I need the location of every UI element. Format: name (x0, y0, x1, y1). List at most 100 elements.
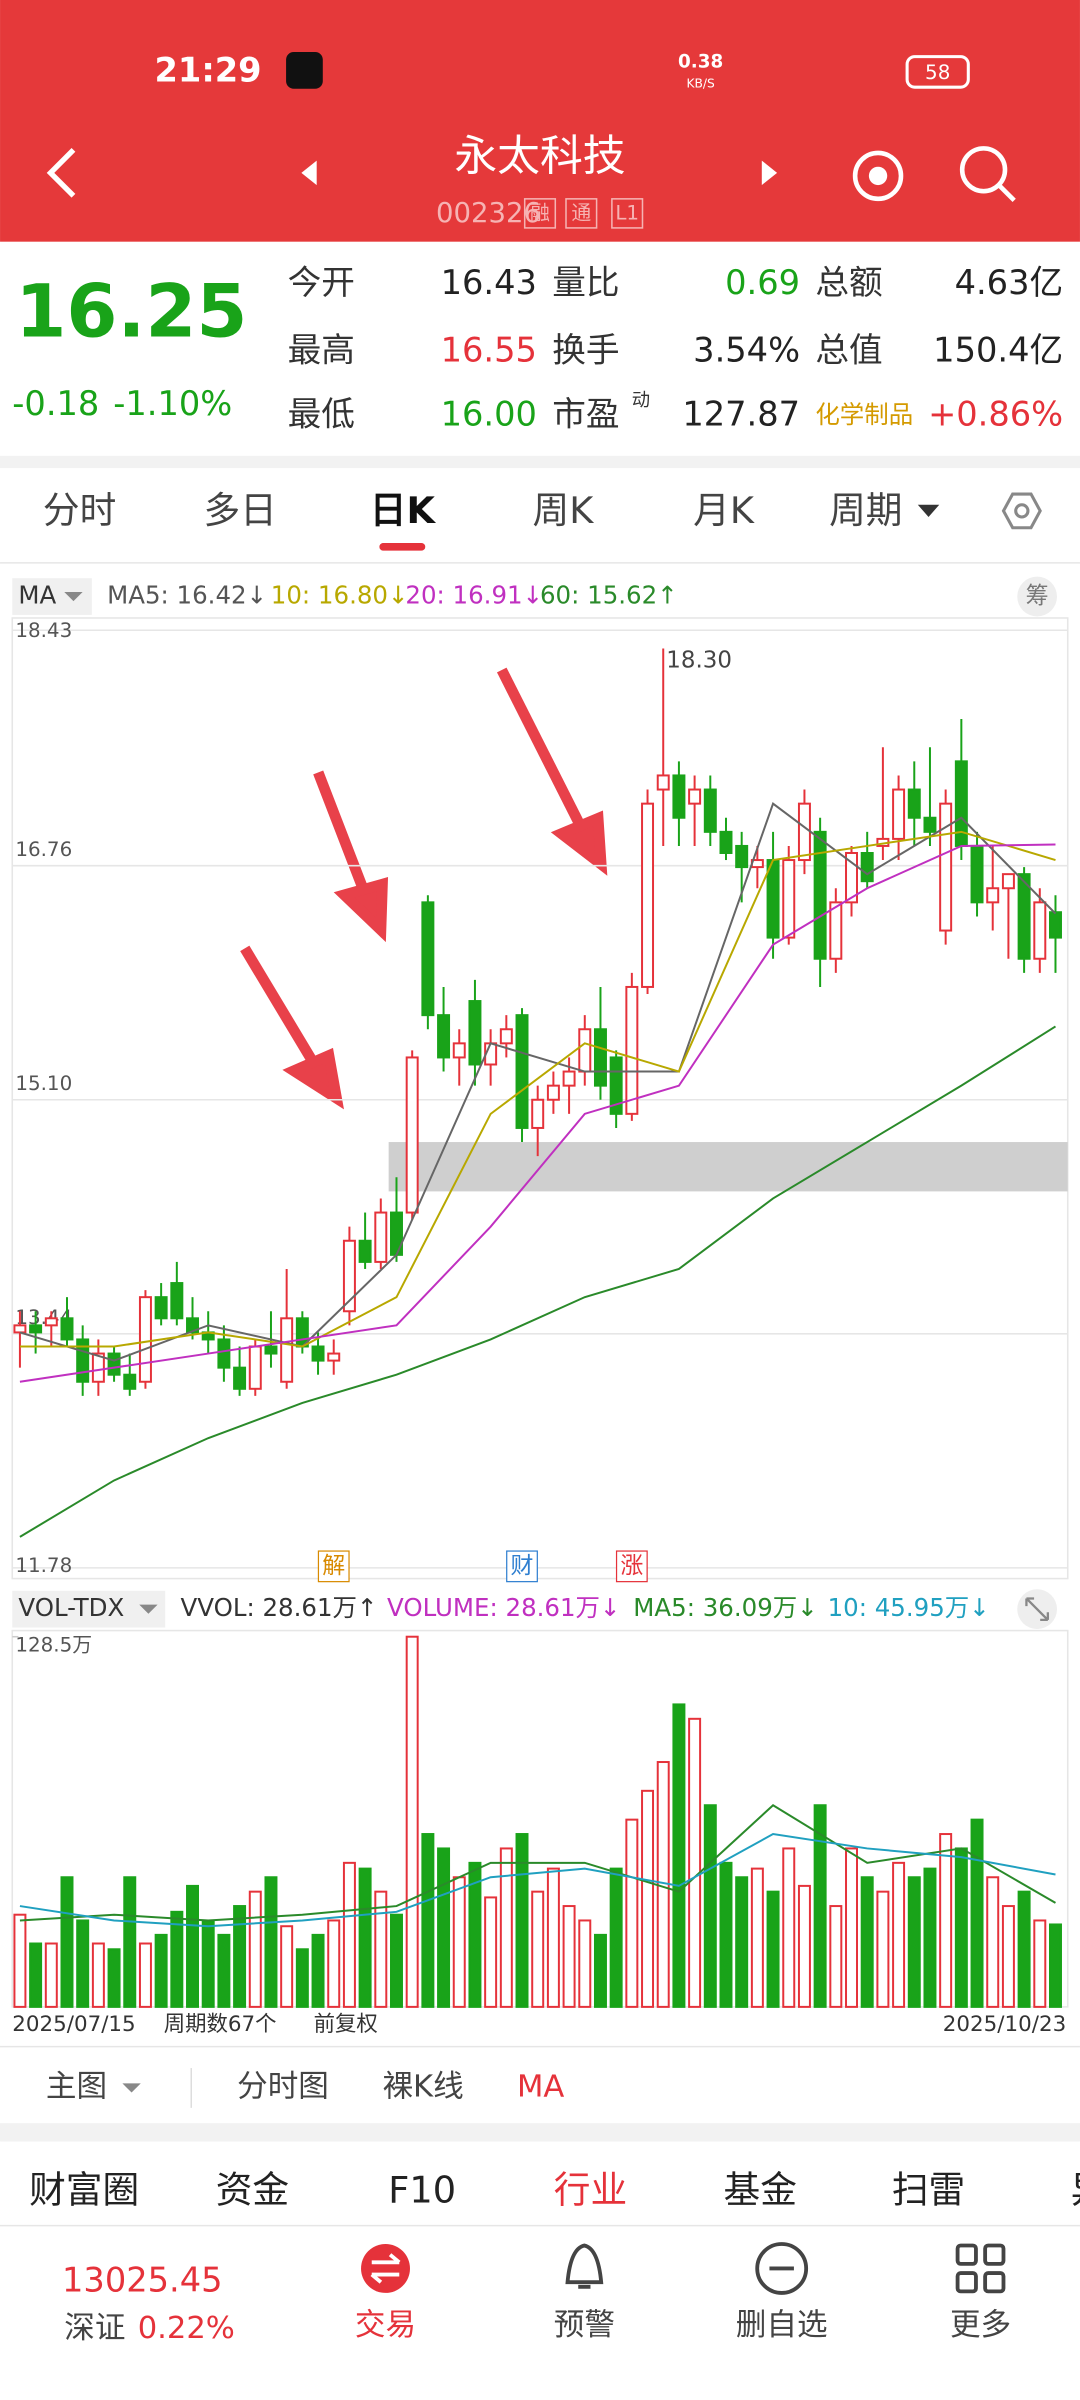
stat-value: 16.43 (441, 263, 537, 302)
candle-body (452, 1042, 466, 1059)
tab[interactable]: 日K (370, 489, 437, 532)
candle-body (515, 1014, 529, 1129)
candle-body (13, 1324, 27, 1334)
next-stock[interactable] (761, 160, 778, 186)
candle-body (374, 1211, 388, 1263)
nav-label[interactable]: 删自选 (736, 2308, 828, 2343)
event-label: 涨 (620, 1553, 643, 1579)
indicator-select[interactable] (12, 1590, 166, 1628)
candle-body (829, 901, 843, 960)
volume-bar (358, 1867, 372, 2008)
adjust-mode: 前复权 (314, 2012, 378, 2037)
nav-label[interactable]: 更多 (950, 2308, 1011, 2343)
candle-body (797, 802, 811, 862)
stat-value: 4.63亿 (955, 263, 1064, 302)
volume-bar (233, 1905, 247, 2008)
bottom-tab[interactable]: F10 (388, 2168, 456, 2211)
toolbar-item[interactable]: 裸K线 (382, 2069, 463, 2104)
volume-bar (954, 1847, 968, 2008)
bottom-tab[interactable]: 异 (1071, 2168, 1080, 2211)
volume-bar (1033, 1919, 1047, 2008)
toolbar-item[interactable]: 分时图 (237, 2069, 329, 2104)
candle-body (44, 1317, 58, 1327)
volume-bar (421, 1833, 435, 2008)
toolbar-item[interactable]: 主图 (46, 2069, 107, 2104)
volume-bar (468, 1861, 482, 2008)
candle-body (311, 1345, 325, 1362)
back-button[interactable] (46, 148, 76, 198)
tab[interactable]: 月K (693, 489, 755, 532)
prev-stock[interactable] (301, 160, 317, 186)
volume-bar (280, 1925, 294, 2008)
tab[interactable]: 多日 (203, 489, 276, 532)
tag-box (523, 198, 557, 229)
y-tick-label: 18.43 (15, 619, 72, 642)
candle-body (593, 1028, 607, 1087)
candle-body (531, 1098, 545, 1129)
settings-icon[interactable] (1001, 492, 1042, 530)
index-change: 0.22% (138, 2311, 235, 2346)
battery-level: 58 (925, 61, 950, 84)
price-zone (388, 1142, 1068, 1192)
candle-body (154, 1296, 168, 1320)
volume-bar (735, 1876, 749, 2008)
chart-frame (11, 617, 1069, 1580)
volume-legend: 10: 45.95万↓ (828, 1593, 990, 1622)
nav-label[interactable]: 交易 (355, 2308, 416, 2343)
search-handle (997, 183, 1016, 203)
volume-bar (829, 1905, 843, 2008)
volume-bar (986, 1876, 1000, 2008)
volume-bar (970, 1818, 984, 2008)
candle-body (91, 1352, 105, 1383)
volume-bar (60, 1876, 74, 2008)
indicator-select[interactable] (12, 578, 92, 615)
candle-body (625, 985, 639, 1115)
search-icon[interactable] (959, 146, 1008, 194)
indicator-name: MA (18, 581, 56, 610)
candle-body (233, 1366, 247, 1390)
candle-body (76, 1338, 90, 1383)
bottom-tab[interactable]: 行业 (554, 2168, 627, 2211)
alert-icon[interactable] (565, 2243, 604, 2289)
bottom-tab[interactable]: 扫雷 (892, 2168, 965, 2211)
bottom-tab[interactable]: 财富圈 (29, 2168, 139, 2211)
dropdown-caret (122, 2083, 141, 2093)
volume-bar (641, 1789, 655, 2008)
bottom-tab[interactable]: 资金 (216, 2168, 289, 2211)
volume-bar (593, 1933, 607, 2008)
volume-bar (374, 1890, 388, 2008)
y-tick-label: 11.78 (15, 1554, 72, 1577)
ma-legend: 20: 16.91↓ (405, 581, 543, 610)
stat-label: 换手 (552, 330, 619, 369)
candle-body (923, 816, 937, 833)
event-marker (317, 1550, 350, 1583)
bottom-tab[interactable]: 基金 (724, 2168, 797, 2211)
volume-bar (154, 1933, 168, 2008)
nav-label[interactable]: 预警 (554, 2308, 615, 2343)
volume-bar (29, 1942, 43, 2008)
candle-body (892, 788, 906, 840)
tab[interactable]: 周K (533, 489, 595, 532)
tab[interactable]: 分时 (43, 489, 116, 532)
remove-icon[interactable] (755, 2242, 809, 2295)
tab[interactable]: 周期 (829, 489, 902, 532)
candle-body (656, 774, 670, 791)
event-label: 财 (511, 1553, 534, 1579)
ma-legend: MA5: 16.42↓ (107, 581, 267, 610)
toolbar-item[interactable]: MA (517, 2069, 564, 2104)
volume-bar (311, 1933, 325, 2008)
y-tick-label: 13.44 (15, 1306, 72, 1329)
candle-body (1033, 901, 1047, 960)
volume-bar (531, 1890, 545, 2008)
candle-body (546, 1084, 560, 1101)
volume-bar (578, 1919, 592, 2008)
volume-legend: MA5: 36.09万↓ (633, 1593, 817, 1622)
candle-body (1049, 911, 1062, 939)
candle-body (327, 1352, 341, 1362)
mascot-icon[interactable] (852, 150, 904, 202)
candle-body (986, 887, 1000, 904)
trade-icon[interactable] (361, 2243, 410, 2293)
more-icon[interactable] (955, 2243, 1006, 2294)
volume-legend: VOLUME: 28.61万↓ (387, 1593, 621, 1622)
